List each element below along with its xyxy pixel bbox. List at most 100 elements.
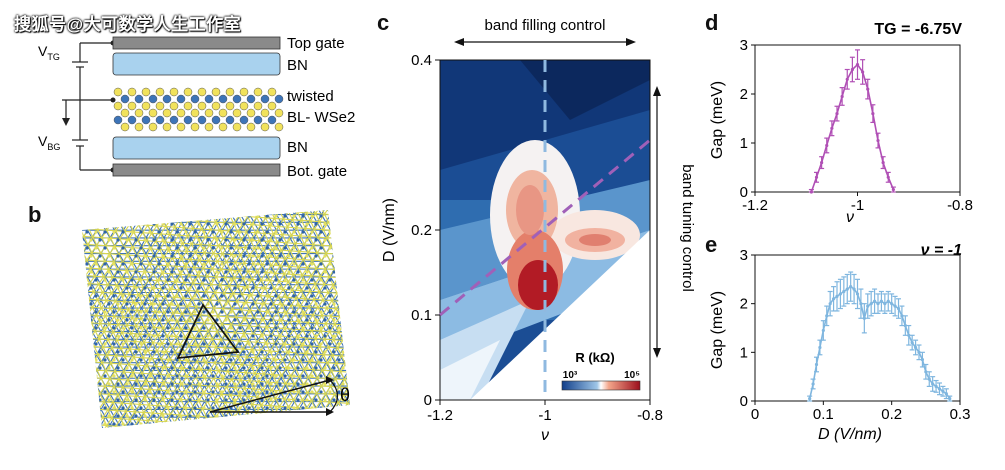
atom-marker: [197, 87, 207, 97]
e-xtick-label: 0.3: [950, 406, 971, 423]
atom-marker: [239, 87, 249, 97]
panel-b-label: b: [28, 202, 42, 227]
theta-arrowhead-icon: [326, 376, 334, 384]
atom-marker: [260, 108, 270, 118]
e-ylabel: Gap (meV): [709, 291, 726, 369]
atom-marker: [113, 115, 123, 125]
atom-marker: [134, 122, 144, 132]
atom-marker: [225, 87, 235, 97]
e-data-point: [828, 302, 832, 306]
panel-d-chart: TG = -6.75V Gap (meV) ν -1.2 -1 -0.8 0 1 2 3: [709, 21, 973, 226]
layer-label-bn-bottom: BN: [287, 139, 308, 156]
atom-marker: [183, 115, 193, 125]
e-data-point: [872, 299, 877, 303]
d-xtick-label: -1: [851, 197, 864, 214]
e-data-point: [896, 306, 901, 311]
e-data-point: [944, 392, 948, 396]
atom-marker: [274, 122, 284, 132]
e-ytick-label: 0: [740, 393, 748, 410]
e-data-point: [913, 345, 918, 350]
atom-marker: [190, 94, 200, 104]
atom-marker: [176, 122, 186, 132]
atom-marker: [183, 101, 193, 111]
colorbar-min-label: 10³: [563, 370, 578, 381]
d-data-point: [866, 87, 870, 91]
atom-marker: [197, 101, 207, 111]
d-data-point: [830, 126, 834, 130]
e-data-point: [879, 299, 884, 303]
band-filling-label: band filling control: [485, 17, 606, 34]
e-data-point: [835, 294, 839, 298]
e-data-point: [900, 314, 904, 318]
e-data-point: [876, 302, 880, 306]
moire-lattice-pattern: [82, 210, 350, 428]
c-xtick-3: -0.8: [637, 407, 663, 424]
atom-marker: [162, 108, 172, 118]
layer-label-top-gate: Top gate: [287, 35, 345, 52]
c-ytick-3: 0.2: [411, 222, 432, 239]
atom-marker: [204, 122, 214, 132]
atom-marker: [113, 87, 123, 97]
atom-marker: [211, 101, 221, 111]
e-xtick-label: 0.1: [813, 406, 834, 423]
e-data-point: [866, 304, 870, 308]
arrow-left-icon: [454, 38, 464, 46]
d-series-line: [810, 63, 895, 193]
e-data-point: [937, 387, 942, 391]
c-ytick-1: 0: [424, 392, 432, 409]
e-data-point: [927, 377, 931, 381]
atom-marker: [155, 87, 165, 97]
e-title: ν = -1: [921, 242, 962, 259]
e-data-point: [920, 358, 925, 362]
atom-marker: [141, 87, 151, 97]
e-data-point: [821, 328, 825, 333]
bottom-gate-layer: [112, 163, 281, 177]
d-data-point: [809, 190, 813, 194]
e-data-point: [838, 292, 843, 296]
atom-marker: [218, 94, 228, 104]
bn-top-layer: [112, 52, 281, 76]
d-xtick-label: -1.2: [742, 197, 768, 214]
atom-marker: [204, 108, 214, 118]
atom-marker: [176, 94, 186, 104]
d-data-point: [886, 175, 890, 179]
atom-marker: [120, 94, 130, 104]
d-data-point: [825, 143, 829, 148]
d-ytick-label: 3: [740, 37, 748, 54]
e-data-point: [948, 396, 952, 401]
atom-marker: [169, 115, 179, 125]
e-data-point: [941, 389, 945, 393]
atom-marker: [267, 87, 277, 97]
atom-marker: [155, 115, 165, 125]
d-ytick-label: 1: [740, 135, 748, 152]
theta-symbol: θ: [340, 385, 350, 405]
d-data-point: [881, 161, 885, 165]
atom-marker: [232, 122, 242, 132]
atom-marker: [274, 108, 284, 118]
moire-triangle: [176, 303, 240, 360]
layer-label-wse2: BL- WSe2: [287, 109, 355, 126]
atom-marker: [190, 108, 200, 118]
panel-a-wires: [62, 42, 113, 171]
e-ytick-label: 3: [740, 247, 748, 264]
theta-ray: [209, 379, 331, 413]
atom-marker: [267, 115, 277, 125]
e-xlabel: D (V/nm): [818, 426, 882, 443]
e-ytick-label: 2: [740, 296, 748, 313]
e-xtick-label: 0: [751, 406, 759, 423]
d-data-point: [850, 67, 854, 72]
lattice-layer: [82, 210, 350, 428]
d-data-point: [835, 112, 839, 116]
atom-marker: [211, 87, 221, 97]
e-xtick-label: 0.2: [881, 406, 902, 423]
d-data-point: [861, 70, 865, 74]
d-ytick-label: 0: [740, 184, 748, 201]
e-data-point: [845, 287, 849, 291]
v-top-label: VTG: [38, 43, 60, 62]
e-data-point: [852, 287, 856, 291]
e-data-point: [818, 345, 822, 350]
atom-marker: [127, 115, 137, 125]
atom-marker: [169, 101, 179, 111]
layer-label-bot-gate: Bot. gate: [287, 163, 347, 180]
e-frame: [754, 254, 961, 402]
